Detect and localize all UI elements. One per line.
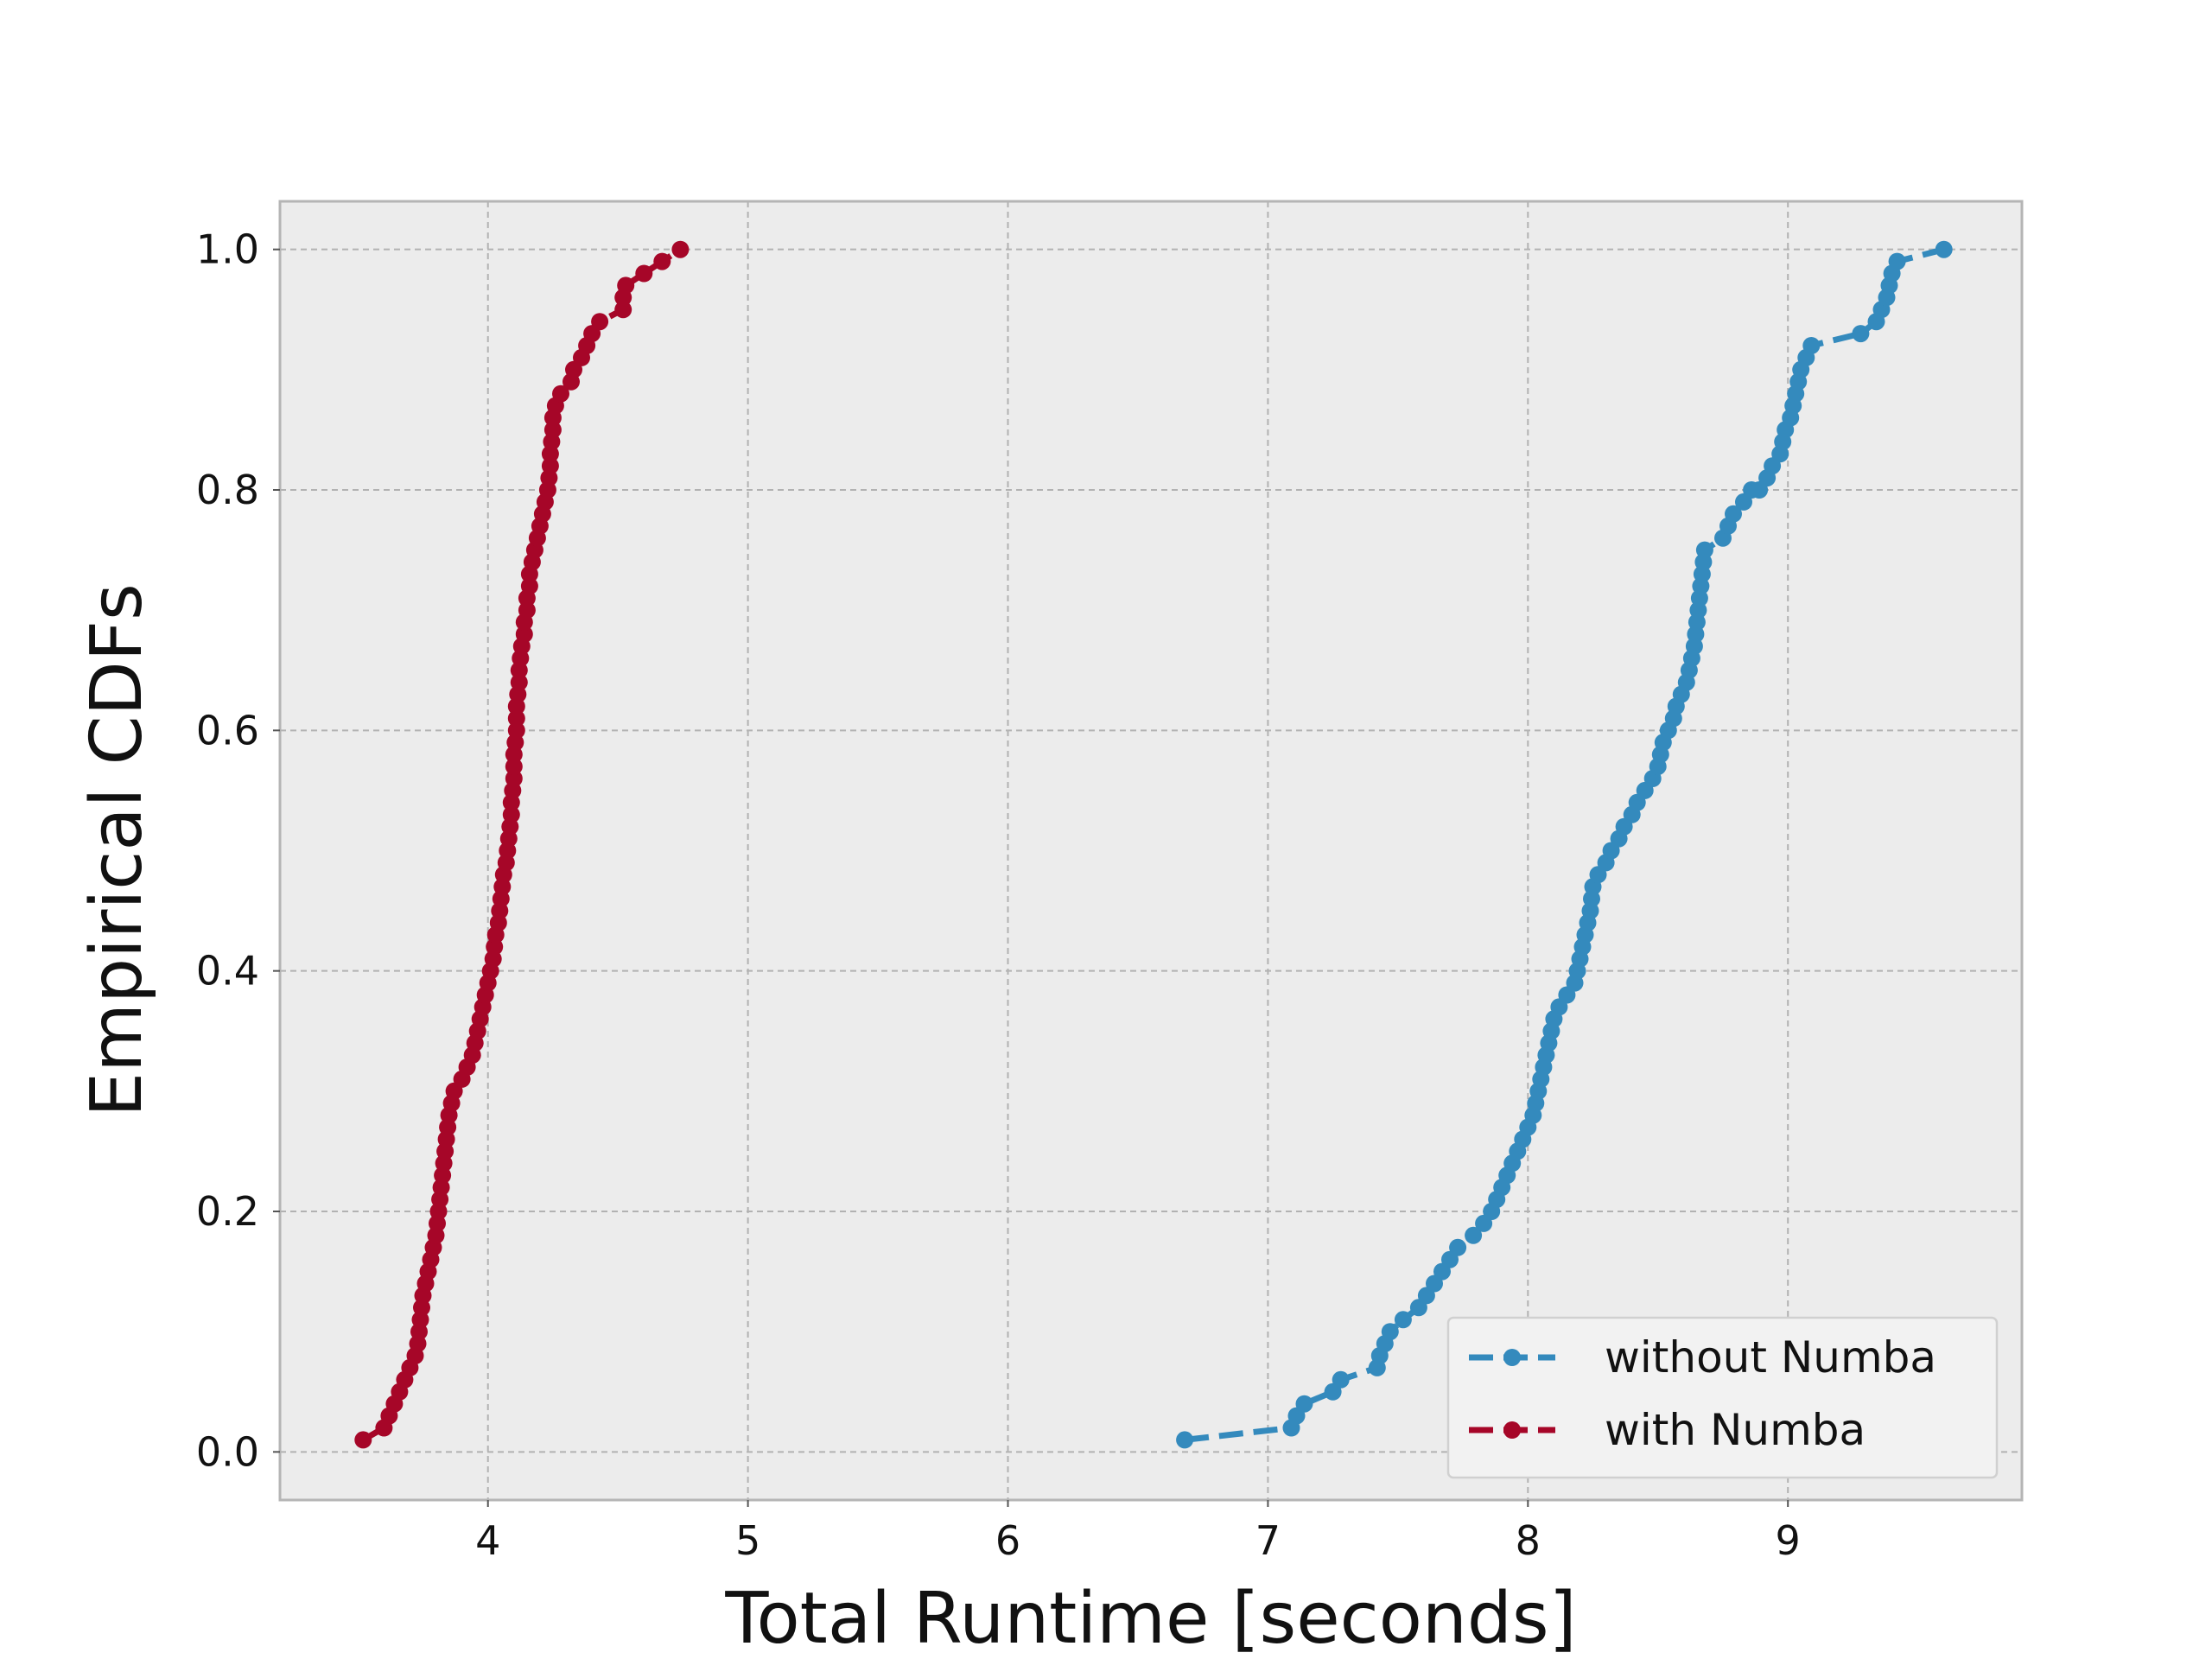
data-point — [614, 301, 632, 319]
x-axis-ticks: 4 5 6 7 8 9 — [475, 1500, 1801, 1564]
data-point — [502, 805, 520, 823]
x-tick-label: 9 — [1776, 1517, 1801, 1564]
data-point — [591, 313, 609, 331]
series-with-numba — [354, 240, 690, 1449]
data-point — [1394, 1311, 1412, 1329]
plot-area — [280, 201, 2022, 1500]
data-point — [1449, 1238, 1467, 1256]
data-point — [1295, 1395, 1313, 1413]
y-tick-label: 0.2 — [196, 1188, 259, 1235]
x-tick-label: 8 — [1516, 1517, 1541, 1564]
data-point — [1725, 505, 1742, 523]
data-point — [1852, 325, 1870, 343]
x-axis-label: Total Runtime [seconds] — [724, 1578, 1576, 1659]
data-point — [505, 758, 523, 776]
legend-label-without-numba: without Numba — [1605, 1332, 1936, 1382]
y-tick-label: 0.4 — [196, 948, 259, 995]
legend-marker-without-numba — [1503, 1349, 1521, 1366]
data-point — [1935, 240, 1953, 258]
data-point — [552, 385, 569, 403]
data-point — [543, 421, 562, 439]
data-point — [1888, 252, 1906, 270]
data-point — [1465, 1226, 1483, 1244]
grid-lines — [280, 201, 2022, 1500]
y-tick-label: 0.0 — [196, 1428, 259, 1475]
data-point — [515, 626, 533, 643]
data-point — [1695, 541, 1713, 559]
y-tick-label: 1.0 — [196, 226, 259, 273]
y-tick-label: 0.8 — [196, 467, 259, 513]
data-point — [510, 673, 528, 691]
x-tick-label: 5 — [735, 1517, 760, 1564]
data-point — [1176, 1431, 1194, 1449]
data-point — [354, 1431, 372, 1449]
x-tick-label: 6 — [995, 1517, 1020, 1564]
data-point — [541, 457, 559, 475]
y-tick-label: 0.6 — [196, 707, 259, 753]
data-point — [507, 721, 525, 740]
y-axis-label: Empirical CDFs — [76, 583, 158, 1116]
data-point — [507, 709, 525, 728]
legend-marker-with-numba — [1503, 1421, 1521, 1439]
plot-frame — [278, 200, 2024, 1502]
legend-label-with-numba: with Numba — [1605, 1405, 1866, 1455]
data-point — [505, 770, 523, 787]
legend: without Numba with Numba — [1446, 1316, 1999, 1479]
series-without-numba — [1176, 240, 1953, 1449]
series-layer — [354, 240, 1953, 1449]
data-point — [653, 252, 671, 270]
data-point — [518, 601, 536, 620]
x-tick-label: 4 — [475, 1517, 500, 1564]
legend-box — [1446, 1316, 1999, 1479]
data-point — [617, 276, 635, 295]
y-axis-ticks: 0.0 0.2 0.4 0.6 0.8 1.0 — [196, 226, 280, 1475]
data-point — [671, 240, 690, 258]
data-point — [520, 577, 538, 595]
data-point — [1802, 337, 1821, 354]
data-point — [1332, 1370, 1350, 1389]
x-tick-label: 7 — [1255, 1517, 1281, 1564]
data-point — [635, 264, 653, 283]
data-point — [1381, 1323, 1399, 1341]
